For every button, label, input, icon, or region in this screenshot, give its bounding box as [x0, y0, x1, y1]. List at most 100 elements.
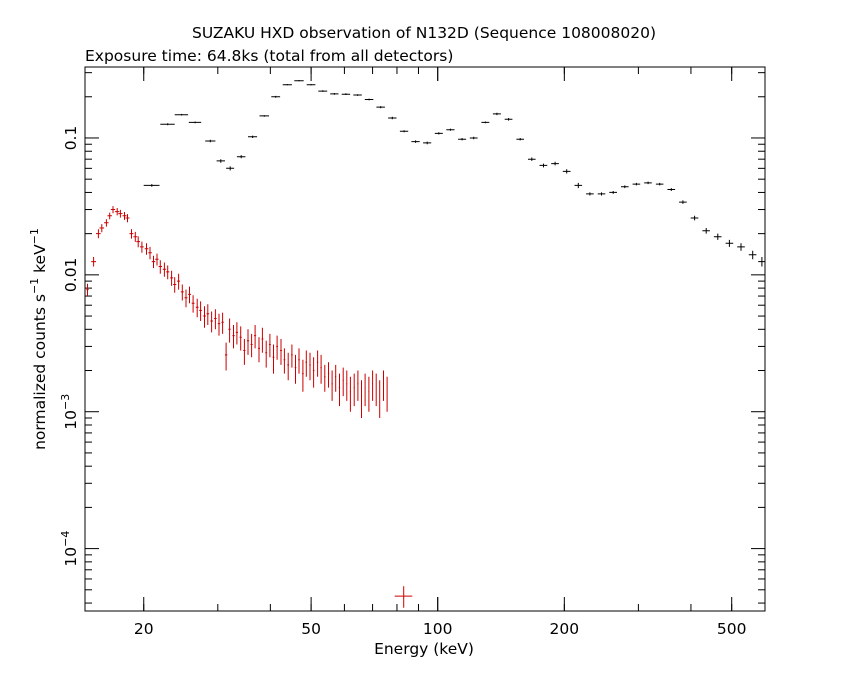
data-point	[210, 311, 213, 333]
data-point	[191, 295, 195, 313]
data-point	[342, 367, 344, 397]
data-point	[516, 138, 524, 141]
data-point	[125, 214, 130, 223]
data-point	[562, 169, 571, 174]
y-axis-label-unit: keV	[31, 244, 49, 278]
y-axis-label: normalized counts s−1 keV−1	[28, 228, 49, 450]
data-point	[188, 121, 202, 124]
data-point	[357, 370, 359, 401]
data-point	[621, 185, 629, 189]
data-point	[372, 370, 374, 401]
data-point	[353, 373, 355, 407]
data-point	[107, 212, 112, 220]
series-1	[86, 206, 413, 608]
data-point	[235, 322, 238, 345]
data-point	[269, 333, 271, 358]
data-point	[247, 329, 250, 355]
data-point	[349, 376, 351, 412]
data-point	[338, 373, 341, 407]
data-point	[312, 357, 315, 388]
data-point	[597, 192, 606, 196]
data-point	[173, 277, 177, 293]
x-tick-label: 200	[550, 620, 580, 638]
data-point	[259, 115, 269, 117]
data-point	[216, 159, 225, 163]
y-axis-label-exp2: −1	[28, 228, 41, 244]
data-point	[155, 253, 159, 266]
data-point	[679, 200, 687, 204]
data-point	[160, 123, 175, 126]
data-point	[294, 80, 304, 82]
data-point	[162, 262, 167, 277]
data-point	[206, 304, 210, 325]
plot-frame	[84, 66, 766, 612]
data-point	[364, 98, 374, 101]
data-point	[188, 286, 191, 304]
data-point	[399, 130, 409, 133]
data-point	[148, 246, 152, 260]
data-point	[655, 182, 664, 186]
data-point	[667, 188, 676, 191]
data-point	[411, 140, 420, 143]
data-point	[158, 260, 162, 274]
data-point	[239, 326, 242, 351]
data-point	[713, 233, 722, 240]
data-point	[271, 95, 281, 98]
data-point	[203, 306, 206, 328]
data-point	[140, 241, 144, 253]
data-point	[214, 309, 217, 330]
data-point	[383, 370, 384, 401]
data-point	[287, 352, 289, 381]
data-point	[250, 333, 253, 358]
data-point	[758, 257, 765, 267]
data-point	[481, 121, 490, 124]
data-point	[205, 139, 216, 143]
data-point	[225, 342, 228, 371]
data-point	[609, 191, 617, 194]
data-point	[282, 84, 292, 86]
data-point	[236, 155, 246, 159]
data-point	[276, 335, 278, 360]
x-axis-label: Energy (keV)	[374, 640, 474, 658]
data-point	[316, 350, 319, 377]
data-point	[327, 362, 330, 388]
data-point	[232, 325, 235, 349]
x-tick-labels: 20 50 100 200 500	[134, 620, 747, 638]
data-point	[434, 132, 443, 135]
data-point	[115, 208, 120, 216]
data-point	[458, 138, 467, 141]
data-point	[243, 339, 246, 365]
x-tick-label: 500	[717, 620, 747, 638]
data-point	[368, 376, 370, 412]
data-point	[283, 348, 286, 374]
data-point	[469, 136, 478, 140]
data-point	[376, 106, 385, 109]
data-point	[306, 84, 316, 86]
data-point	[177, 273, 181, 290]
data-point	[122, 212, 127, 220]
x-tick-label: 50	[301, 620, 321, 638]
data-point	[331, 370, 333, 401]
x-tick-label: 20	[134, 620, 154, 638]
data-point	[280, 339, 282, 365]
data-point	[690, 215, 699, 221]
data-point	[361, 380, 363, 418]
data-point	[737, 243, 745, 251]
y-tick-label: 0.01	[62, 258, 80, 293]
y-tick-label: 10−4	[59, 531, 80, 567]
data-point	[298, 348, 300, 374]
data-point	[386, 376, 388, 412]
data-point	[91, 257, 96, 267]
data-point	[302, 359, 304, 392]
data-point	[539, 163, 548, 168]
data-point	[309, 352, 311, 381]
data-point	[144, 243, 149, 255]
data-point	[375, 373, 377, 407]
data-point	[644, 181, 652, 185]
x-tick-label: 100	[423, 620, 453, 638]
data-point	[254, 325, 257, 349]
data-point	[261, 327, 264, 353]
data-point	[725, 239, 734, 247]
data-point	[748, 250, 757, 260]
